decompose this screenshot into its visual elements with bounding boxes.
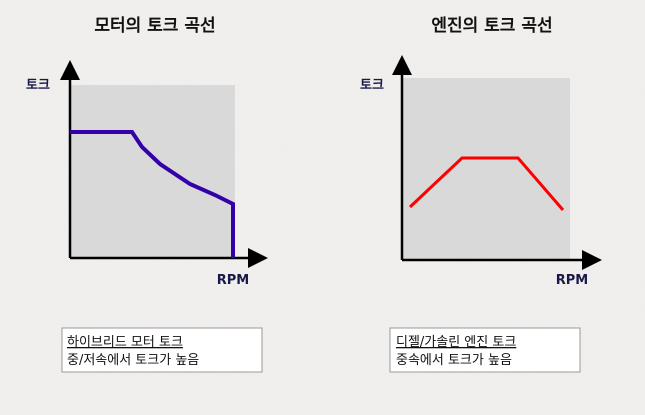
caption-heading: 하이브리드 모터 토크: [67, 335, 183, 350]
torque-curve: [408, 156, 565, 211]
panel-title: 모터의 토크 곡선: [94, 16, 215, 36]
plot-area: [70, 85, 235, 258]
caption-box: [389, 327, 581, 373]
caption-text: 중/저속에서 토크가 높음: [67, 353, 199, 368]
y-label: 토크: [26, 78, 50, 93]
panel-title: 엔진의 토크 곡선: [431, 16, 552, 36]
x-label: RPM: [556, 273, 588, 288]
y-label: 토크: [360, 78, 384, 93]
caption-heading: 디젤/가솔린 엔진 토크: [396, 335, 516, 350]
caption-text: 중속에서 토크가 높음: [396, 353, 512, 368]
torque-curve: [70, 130, 235, 258]
plot-area: [402, 78, 570, 260]
caption-box: [61, 327, 263, 373]
x-label: RPM: [217, 273, 249, 288]
